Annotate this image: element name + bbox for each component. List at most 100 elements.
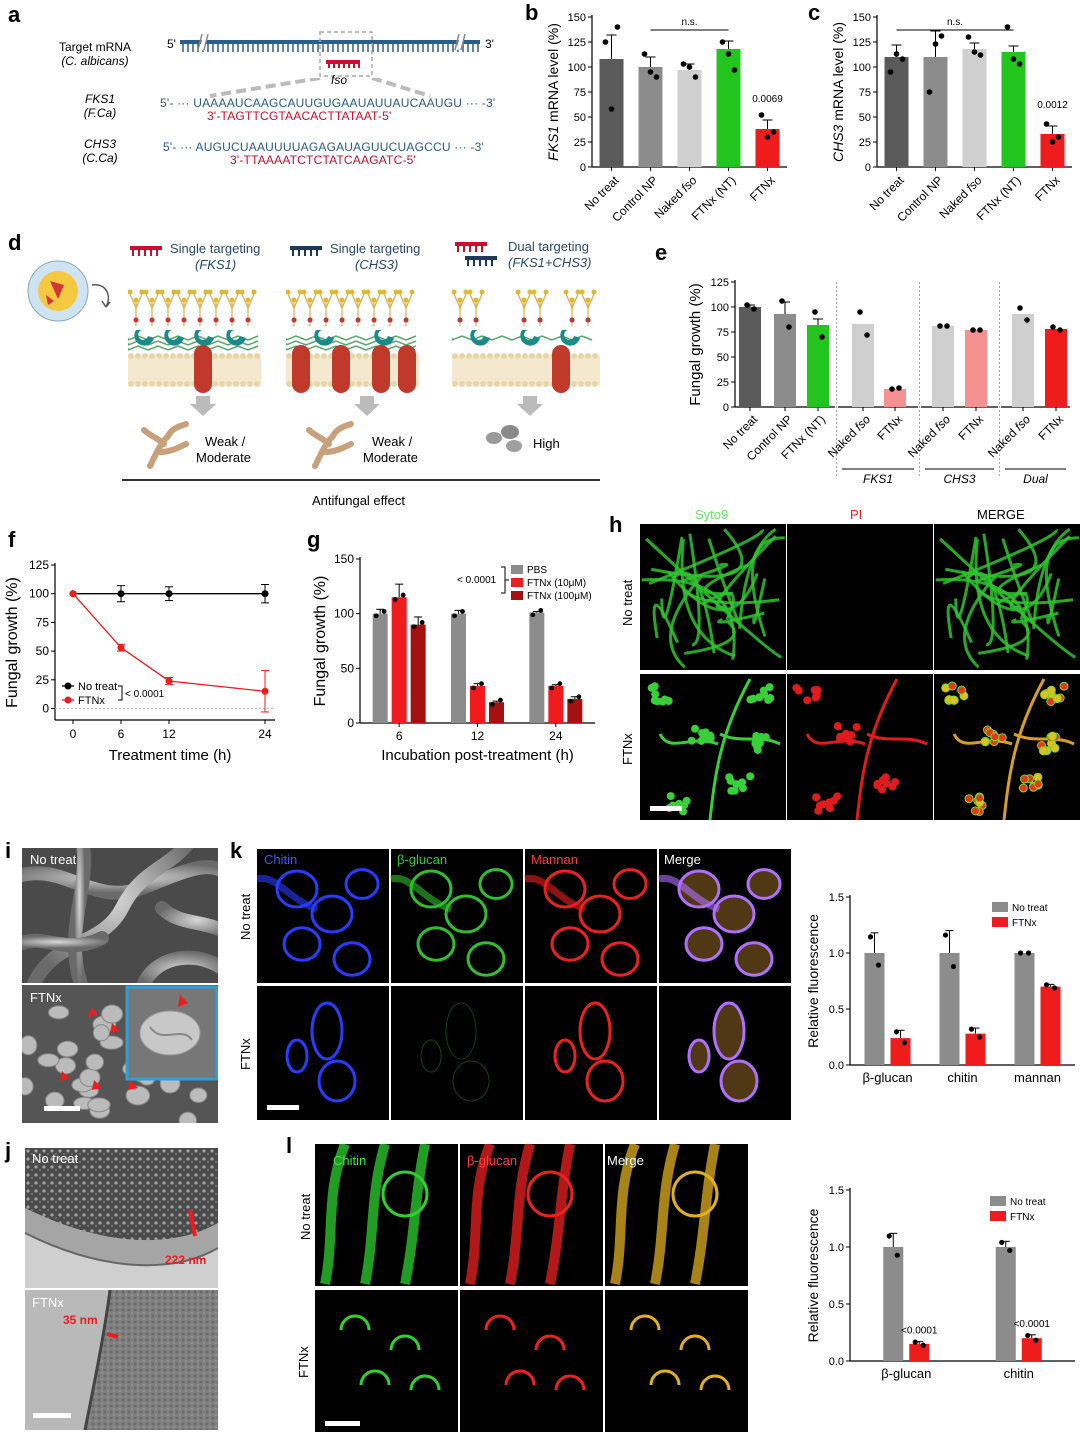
tem-wall-thickness-35: 35 nm [63, 1313, 98, 1327]
cell-outline [543, 869, 587, 909]
data-point [1055, 134, 1062, 140]
legend-label: FTNx (100μM) [527, 591, 592, 602]
y-tick-label: 1.5 [829, 1185, 844, 1197]
mannan-sugar [313, 289, 319, 295]
hypha [945, 528, 1038, 578]
mannan-sugar [361, 289, 367, 295]
p-value-label: <0.0001 [901, 1326, 938, 1337]
yeast-cell [85, 1053, 105, 1071]
x-tick-label: FTNx [747, 173, 778, 204]
y-tick-label: 50 [859, 112, 871, 124]
data-point [999, 1239, 1005, 1246]
mannan-sugar [479, 289, 485, 295]
lipid-head [135, 353, 141, 359]
yeast-cell [92, 1024, 110, 1042]
lipid-head [356, 353, 362, 359]
data-point [680, 61, 687, 67]
yeast-cell [757, 733, 766, 742]
protein-node [585, 317, 591, 323]
lipid-head [543, 381, 549, 387]
tem-ftnx-image [25, 1290, 218, 1430]
cell-outline [478, 868, 514, 900]
mannan-sugar [467, 289, 473, 295]
x-axis-label: Treatment time (h) [109, 747, 232, 764]
yeast-cell [691, 724, 700, 733]
data-point [786, 324, 792, 330]
yeast-cell [48, 1005, 70, 1020]
protein-node [213, 317, 219, 323]
lipid-head [578, 381, 584, 387]
k-row-ftnx: FTNx [238, 1038, 253, 1070]
micrograph-tile [605, 1290, 748, 1432]
data-point [920, 1342, 926, 1348]
chitin-synthase [470, 330, 490, 346]
yeast-cell [1047, 731, 1057, 741]
lipid-head [592, 381, 598, 387]
panel-letter-h: h [609, 512, 623, 537]
sem-no-treat-image [22, 848, 218, 983]
hypha [360, 1144, 390, 1285]
yeast-cell [964, 794, 974, 804]
y-tick-label: 0 [347, 716, 354, 730]
data-point [770, 129, 777, 135]
membrane-channel [372, 345, 390, 393]
protein-node [307, 317, 313, 323]
hypha [641, 577, 736, 660]
data-point [932, 41, 939, 47]
hypha [1013, 732, 1075, 746]
x-tick-label: 0 [70, 727, 77, 741]
data-point [576, 694, 582, 700]
cell-wall-dual [452, 289, 600, 393]
x-tick-label: 6 [118, 727, 125, 741]
data-point [1017, 950, 1024, 956]
protein-node [165, 317, 171, 323]
hypha [975, 562, 1023, 583]
k-scale-bar [267, 1105, 299, 1110]
x-tick-label: Naked fso [825, 412, 873, 460]
x-tick-label: chitin [1004, 1366, 1034, 1381]
yeast-cell [873, 781, 882, 790]
mannan-sugar [457, 297, 463, 303]
mannan-sugar [349, 289, 355, 295]
mannan-sugar [128, 289, 133, 295]
lipid-head [233, 353, 239, 359]
cell-wall-arc [679, 1334, 711, 1351]
yeast-cell [852, 723, 861, 732]
mannan-branch [517, 293, 525, 309]
y-tick-label: 125 [711, 277, 729, 289]
membrane-channel [398, 345, 416, 393]
lipid-head [363, 353, 369, 359]
mannan-branch [351, 293, 359, 309]
hypha [390, 874, 453, 913]
lipid-head [473, 381, 479, 387]
data-point [965, 34, 972, 40]
hypha [660, 536, 684, 619]
lipid-head [487, 381, 493, 387]
data-point [758, 112, 765, 118]
y-tick-label: 0 [865, 162, 871, 174]
panel-letter-c: c [808, 0, 821, 25]
legend-swatch [992, 917, 1008, 927]
chs3-mrna-sequence: 5'- ··· AUGUCUAAUUUUAGAGAUAGUUCUAGCCU ··… [163, 140, 484, 154]
bar [995, 1247, 1016, 1361]
glucan-strand [128, 335, 259, 341]
col3-subtitle: (FKS1+CHS3) [508, 255, 592, 270]
l-row-no-treat: No treat [298, 1193, 313, 1240]
mannan-sugar [569, 297, 575, 303]
mannan-sugar [563, 289, 569, 295]
mannan-sugar [345, 289, 351, 295]
mannan-sugar [527, 289, 533, 295]
mannan-branch [287, 293, 295, 309]
lipid-head [494, 381, 500, 387]
lipid-head [149, 353, 155, 359]
lipid-head [494, 353, 500, 359]
k-col-chitin: Chitin [264, 852, 298, 867]
k-micrograph-grid [257, 849, 791, 1120]
yeast-cell [980, 737, 990, 747]
mannan-sugar [317, 289, 323, 295]
protein-node [537, 317, 543, 323]
legend-swatch [990, 1196, 1006, 1206]
mannan-sugar [181, 297, 187, 303]
x-tick-label: Naked fso [985, 412, 1033, 460]
tem-no-treat-image [25, 1148, 218, 1288]
